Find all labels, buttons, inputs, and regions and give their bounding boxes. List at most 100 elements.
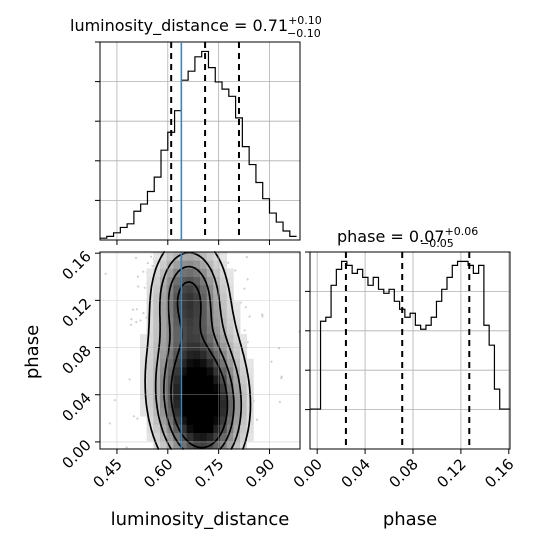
density-cell [226, 268, 234, 278]
density-cell [186, 309, 194, 319]
density-cell [140, 334, 148, 343]
scatter-point [108, 422, 111, 425]
density-cell [146, 358, 154, 368]
density-cell [160, 309, 168, 319]
density-cell [173, 366, 181, 376]
density-cell [140, 342, 148, 351]
density-cell [153, 317, 161, 327]
density-cell [226, 391, 234, 401]
density-cell [220, 383, 228, 392]
density-cell [173, 293, 181, 302]
density-cell [193, 416, 201, 425]
xtick-label-phase-1: 0.04 [338, 455, 374, 491]
density-cell [220, 252, 228, 261]
density-cell [186, 407, 194, 417]
density-cell [160, 325, 168, 335]
density-cell [233, 358, 241, 368]
density-cell [153, 325, 161, 335]
density-cell [186, 416, 194, 425]
scatter-point [113, 399, 116, 402]
density-cell [180, 293, 188, 302]
density-cell [233, 391, 241, 401]
density-cell [226, 350, 234, 360]
density-cell [146, 383, 154, 392]
density-cell [173, 416, 181, 425]
density-cell [206, 432, 214, 442]
density-cell [220, 284, 228, 294]
density-cell [213, 407, 221, 417]
density-cell [193, 399, 201, 409]
density-cell [193, 342, 201, 351]
density-cell [233, 342, 241, 351]
density-cell [180, 260, 188, 269]
density-cell [180, 342, 188, 351]
density-cell [153, 309, 161, 319]
density-cell [146, 334, 154, 343]
contour-level-1 [154, 251, 243, 450]
density-cell [240, 375, 248, 384]
scatter-point [227, 261, 230, 264]
density-cell [173, 276, 181, 286]
density-cell [146, 268, 154, 278]
scatter-point [136, 417, 139, 420]
density-cell [166, 375, 174, 384]
density-cell [200, 391, 208, 401]
scatter-point [245, 256, 248, 259]
density-cell [206, 399, 214, 409]
density-cell [193, 358, 201, 368]
joint-density-panel: 0.45 0.60 0.75 0.90 0.00 0.04 0.08 0.12 0.16 [58, 247, 301, 491]
density-cell [160, 350, 168, 360]
density-cell [226, 284, 234, 294]
density-cell [186, 366, 194, 376]
density-cell [233, 375, 241, 384]
density-cell [193, 407, 201, 417]
title-luminosity-distance-upper: +0.10 [288, 14, 322, 27]
density-cell [140, 358, 148, 368]
scatter-point [137, 285, 140, 288]
histogram-phase: 0.00 0.04 0.08 0.12 0.16 [290, 251, 518, 491]
density-cell [193, 293, 201, 302]
density-cell [153, 301, 161, 310]
title-luminosity-distance-lower: −0.10 [287, 27, 321, 40]
density-cell [180, 276, 188, 286]
density-cell [200, 252, 208, 261]
density-cell [140, 375, 148, 384]
density-cell [166, 350, 174, 360]
density-cell [160, 399, 168, 409]
density-cell [206, 383, 214, 392]
density-cell [146, 375, 154, 384]
density-cell [226, 358, 234, 368]
density-cell [240, 391, 248, 401]
title-phase-main: phase = 0.07 [337, 227, 444, 246]
density-cell [193, 317, 201, 327]
density-cell [180, 366, 188, 376]
xtick-label-luminosity-distance-2: 0.75 [191, 455, 227, 491]
density-cell [173, 383, 181, 392]
density-cell [153, 334, 161, 343]
scatter-point [280, 375, 283, 378]
density-cell [206, 284, 214, 294]
density-cell [173, 334, 181, 343]
ytick-label-phase-3: 0.12 [58, 294, 94, 330]
density-cell [160, 366, 168, 376]
density-cell [153, 407, 161, 417]
density-cell [226, 317, 234, 327]
density-cell [206, 325, 214, 335]
density-cell [213, 350, 221, 360]
scatter-point [128, 378, 131, 381]
density-cell [186, 260, 194, 269]
density-cell [193, 383, 201, 392]
density-cell [213, 317, 221, 327]
density-cell [193, 301, 201, 310]
density-cell [186, 391, 194, 401]
density-cell [160, 301, 168, 310]
scatter-point [246, 278, 249, 281]
density-cell [153, 293, 161, 302]
density-cell [160, 268, 168, 278]
density-cell [233, 309, 241, 319]
density-cell [233, 416, 241, 425]
density-cell [226, 342, 234, 351]
density-cell [226, 334, 234, 343]
scatter-point [142, 270, 145, 273]
scatter-point [248, 315, 251, 318]
